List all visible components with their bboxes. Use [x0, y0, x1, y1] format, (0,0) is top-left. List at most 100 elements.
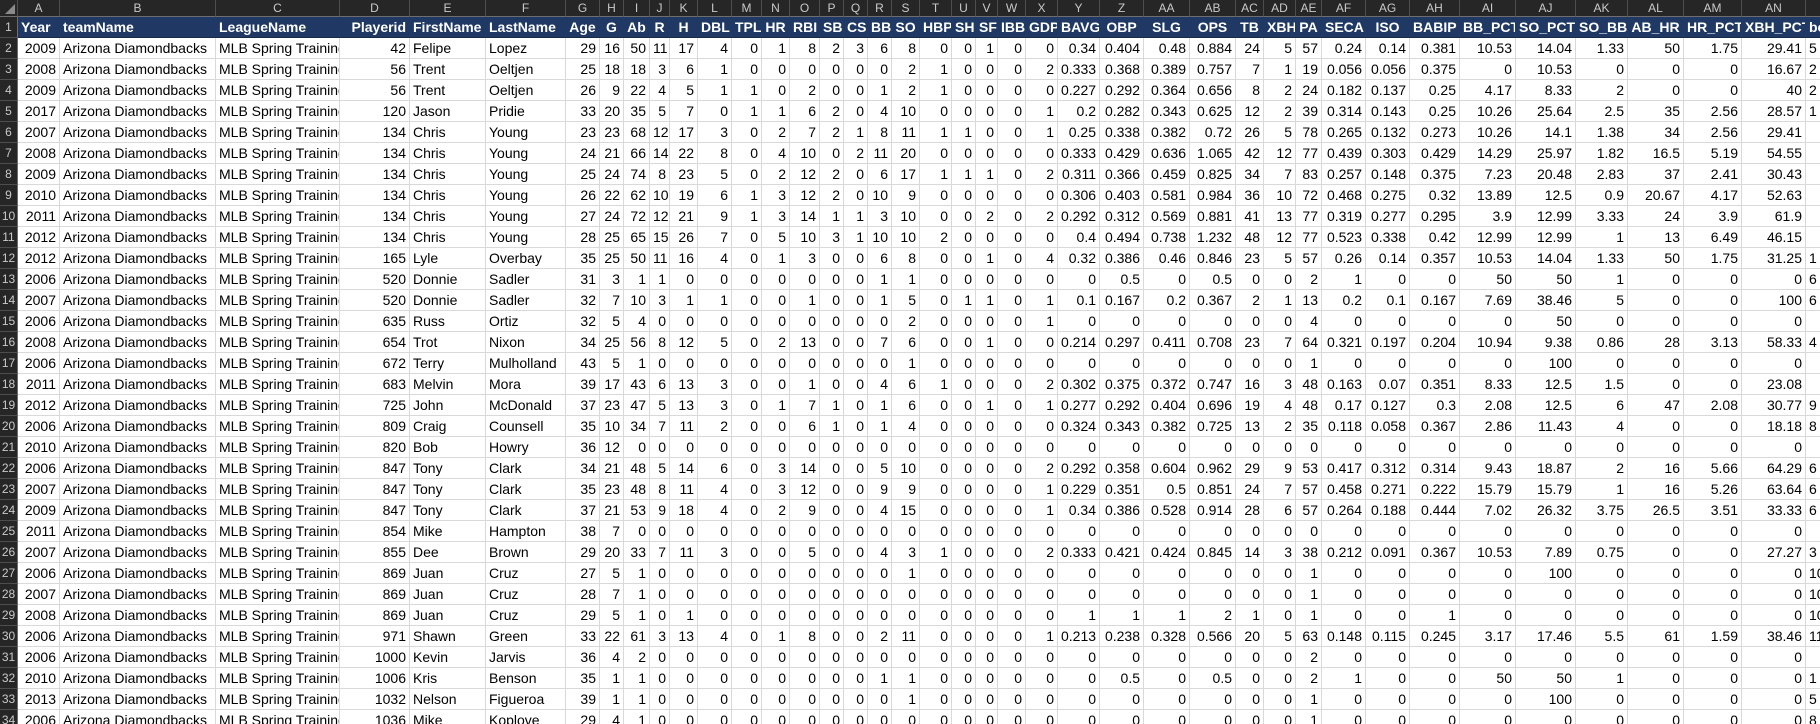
cell[interactable]: 33 [624, 542, 650, 563]
cell[interactable]: 8 [1806, 710, 1820, 724]
cell[interactable]: Chris [410, 185, 486, 206]
header-cell[interactable]: SH [952, 17, 976, 38]
cell[interactable]: 50 [1516, 269, 1576, 290]
cell[interactable]: 57 [1296, 38, 1322, 59]
cell[interactable]: 0.333 [1058, 143, 1100, 164]
cell[interactable]: 48 [1296, 395, 1322, 416]
row-header-30[interactable]: 30 [0, 626, 18, 647]
cell[interactable]: 1 [1236, 605, 1264, 626]
cell[interactable]: 0.962 [1190, 458, 1236, 479]
cell[interactable]: 12.99 [1516, 227, 1576, 248]
cell[interactable]: 6 [670, 59, 698, 80]
cell[interactable]: Cruz [486, 605, 566, 626]
cell[interactable]: 0.2 [1144, 290, 1190, 311]
cell[interactable]: 134 [340, 206, 410, 227]
cell[interactable]: 0 [868, 521, 892, 542]
cell[interactable]: 0.364 [1144, 80, 1190, 101]
cell[interactable]: 39 [1296, 101, 1322, 122]
cell[interactable]: 0 [732, 458, 762, 479]
cell[interactable]: 0 [1410, 647, 1460, 668]
cell[interactable]: 0 [1628, 290, 1684, 311]
cell[interactable]: 5 [650, 101, 670, 122]
cell[interactable]: 0.257 [1322, 164, 1366, 185]
cell[interactable]: 0 [1576, 563, 1628, 584]
cell[interactable]: 1 [868, 416, 892, 437]
column-header-D[interactable]: D [340, 0, 410, 17]
cell[interactable]: 0.214 [1058, 332, 1100, 353]
cell[interactable]: 7.69 [1460, 290, 1516, 311]
cell[interactable]: 0.48 [1144, 38, 1190, 59]
cell[interactable]: 0 [998, 353, 1026, 374]
column-header-X[interactable]: X [1026, 0, 1058, 17]
cell[interactable]: 2011 [18, 521, 60, 542]
cell[interactable]: 0.625 [1190, 101, 1236, 122]
cell[interactable]: 0 [820, 248, 844, 269]
cell[interactable]: 0 [1058, 689, 1100, 710]
cell[interactable]: 7 [1264, 332, 1296, 353]
cell[interactable]: 0.9 [1576, 185, 1628, 206]
cell[interactable]: Arizona Diamondbacks [60, 542, 216, 563]
cell[interactable]: 0 [920, 500, 952, 521]
cell[interactable]: 0 [998, 437, 1026, 458]
cell[interactable]: 0 [762, 311, 790, 332]
cell[interactable]: 29 [566, 710, 600, 724]
cell[interactable]: 24 [600, 164, 624, 185]
cell[interactable]: 0.914 [1190, 500, 1236, 521]
cell[interactable]: 0 [1236, 647, 1264, 668]
cell[interactable]: 0.381 [1410, 38, 1460, 59]
cell[interactable]: MLB Spring Training [216, 38, 340, 59]
cell[interactable]: 4 [1264, 395, 1296, 416]
header-cell[interactable]: ISO [1366, 17, 1410, 38]
cell[interactable]: 0.1 [1058, 290, 1100, 311]
cell[interactable]: 0 [732, 143, 762, 164]
cell[interactable]: 2.08 [1460, 395, 1516, 416]
cell[interactable]: 12.5 [1516, 374, 1576, 395]
cell[interactable]: 0 [952, 269, 976, 290]
cell[interactable]: 0.5 [1190, 668, 1236, 689]
header-cell[interactable]: OPS [1190, 17, 1236, 38]
cell[interactable]: 0 [920, 395, 952, 416]
cell[interactable]: Jason [410, 101, 486, 122]
cell[interactable]: 5 [1576, 290, 1628, 311]
cell[interactable]: 0.229 [1058, 479, 1100, 500]
cell[interactable]: 0 [1742, 437, 1806, 458]
cell[interactable]: 0 [844, 311, 868, 332]
cell[interactable]: 0 [1058, 437, 1100, 458]
cell[interactable]: 72 [1296, 185, 1322, 206]
cell[interactable]: 24 [566, 143, 600, 164]
cell[interactable]: 0 [976, 521, 998, 542]
cell[interactable]: 7 [698, 227, 732, 248]
cell[interactable]: 16 [1628, 458, 1684, 479]
cell[interactable]: 1 [1322, 269, 1366, 290]
select-all-corner[interactable] [0, 0, 18, 17]
cell[interactable]: 0 [1366, 605, 1410, 626]
cell[interactable]: 0 [1410, 311, 1460, 332]
cell[interactable]: 2.08 [1684, 395, 1742, 416]
cell[interactable]: 8 [1236, 80, 1264, 101]
cell[interactable]: 0 [952, 311, 976, 332]
cell[interactable]: 0 [762, 647, 790, 668]
cell[interactable]: 0.32 [1410, 185, 1460, 206]
cell[interactable]: 6 [698, 458, 732, 479]
cell[interactable]: 9 [650, 500, 670, 521]
cell[interactable]: Arizona Diamondbacks [60, 395, 216, 416]
cell[interactable]: 0.636 [1144, 143, 1190, 164]
cell[interactable]: 7.23 [1460, 164, 1516, 185]
cell[interactable]: 0 [670, 689, 698, 710]
cell[interactable]: 10 [600, 416, 624, 437]
cell[interactable]: 1 [820, 416, 844, 437]
cell[interactable]: 0 [1684, 542, 1742, 563]
cell[interactable]: 4 [698, 626, 732, 647]
cell[interactable]: 83 [1296, 164, 1322, 185]
cell[interactable]: 0 [1366, 647, 1410, 668]
cell[interactable]: Trent [410, 80, 486, 101]
cell[interactable]: Trot [410, 332, 486, 353]
cell[interactable]: 0 [1684, 374, 1742, 395]
cell[interactable]: 0 [1026, 689, 1058, 710]
cell[interactable]: 0 [732, 584, 762, 605]
cell[interactable]: 0 [1144, 311, 1190, 332]
cell[interactable]: 1 [868, 395, 892, 416]
cell[interactable]: 0 [1058, 521, 1100, 542]
cell[interactable]: 1 [732, 206, 762, 227]
cell[interactable]: 0 [732, 395, 762, 416]
